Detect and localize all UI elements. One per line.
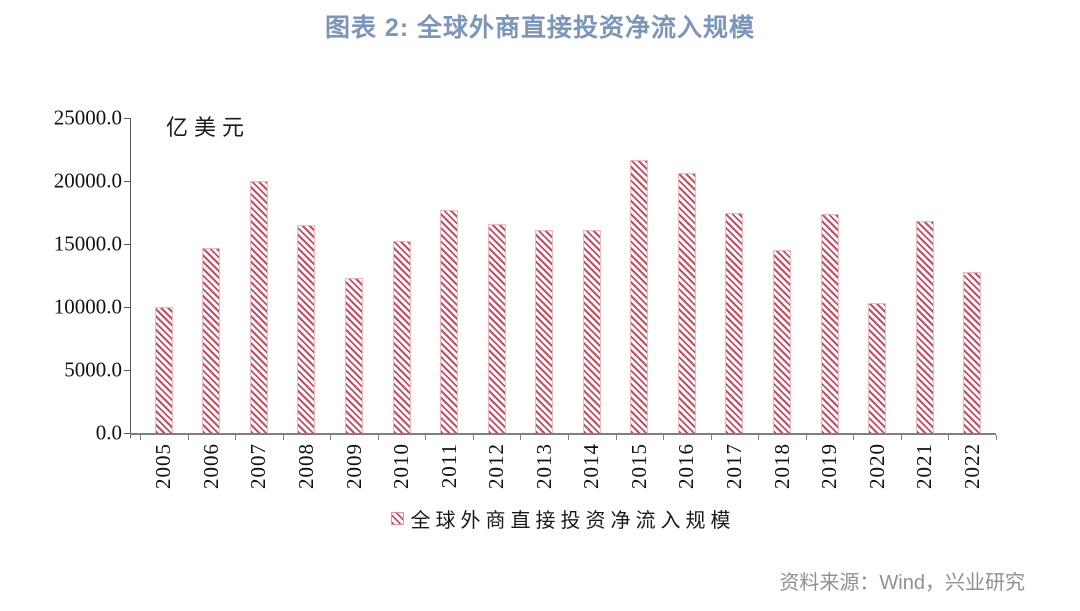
- y-axis-label: 20000.0: [53, 168, 122, 193]
- chart-title: 图表 2: 全球外商直接投资净流入规模: [324, 14, 756, 42]
- x-axis-tick: [758, 435, 760, 440]
- x-axis-label-text: 2022: [959, 443, 984, 489]
- x-axis-label-text: 2014: [579, 443, 604, 489]
- x-axis-label-text: 2005: [151, 443, 176, 489]
- x-axis-label-text: 2008: [293, 443, 318, 489]
- x-axis-label: 2017: [719, 443, 749, 513]
- y-axis-tick: [124, 433, 130, 434]
- x-axis-label-text: 2019: [817, 443, 842, 489]
- x-axis-label: 2008: [291, 443, 321, 513]
- bar-2005: [154, 307, 173, 433]
- y-axis-label: 10000.0: [53, 294, 122, 319]
- y-axis-tick: [124, 118, 130, 119]
- x-axis-tick: [900, 435, 902, 440]
- x-axis-tick: [615, 435, 617, 440]
- x-axis-label: 2009: [339, 443, 369, 513]
- bar-2006: [202, 247, 221, 433]
- x-axis-label: 2016: [672, 443, 702, 513]
- source-note: 资料来源：Wind，兴业研究: [779, 572, 1025, 594]
- y-axis-tick: [124, 307, 130, 308]
- bar-2009: [345, 278, 363, 433]
- bar-2011: [440, 209, 459, 433]
- x-axis-label-text: 2021: [912, 443, 937, 489]
- y-axis-label: 25000.0: [53, 105, 122, 130]
- x-axis-label: 2006: [196, 443, 226, 513]
- x-axis-tick: [805, 435, 807, 440]
- x-axis-tick: [187, 435, 189, 440]
- x-axis-tick: [377, 435, 379, 440]
- x-axis-label-text: 2011: [436, 443, 461, 489]
- x-axis-label: 2022: [957, 443, 987, 513]
- bar-2016: [677, 173, 696, 433]
- y-axis-tick: [124, 370, 130, 371]
- bar-2008: [297, 225, 316, 433]
- x-axis-tick: [472, 435, 474, 440]
- x-axis-label: 2011: [434, 443, 464, 513]
- x-axis-label: 2007: [244, 443, 274, 513]
- legend: 全球外商直接投资净流入规模: [130, 504, 996, 533]
- x-axis-label: 2005: [149, 443, 179, 513]
- bar-2014: [582, 230, 601, 433]
- bar-2022: [963, 271, 982, 433]
- x-axis-label: 2013: [529, 443, 559, 513]
- y-axis-unit-label: 亿美元: [166, 115, 251, 140]
- x-axis-tick: [140, 435, 141, 440]
- x-axis-tick: [948, 435, 950, 440]
- bar-2007: [249, 181, 268, 433]
- x-axis-label-text: 2009: [341, 443, 366, 489]
- x-axis-tick: [330, 435, 332, 440]
- x-axis-tick: [853, 435, 855, 440]
- y-axis-tick: [124, 181, 130, 182]
- x-axis-label-text: 2010: [389, 443, 414, 489]
- x-axis-label-text: 2017: [721, 443, 746, 489]
- x-axis-label: 2015: [624, 443, 654, 513]
- bar-2012: [487, 223, 506, 433]
- x-axis-label: 2020: [862, 443, 892, 513]
- bar-2018: [773, 250, 791, 433]
- bar-2015: [630, 159, 649, 433]
- x-axis-label-text: 2020: [864, 443, 889, 489]
- x-axis-label-text: 2007: [246, 443, 271, 489]
- x-axis-line: [130, 433, 996, 435]
- x-axis-label: 2012: [482, 443, 512, 513]
- y-axis-label: 15000.0: [53, 231, 122, 256]
- x-axis-tick: [235, 435, 237, 440]
- y-axis-tick: [124, 244, 130, 245]
- bar-2019: [820, 213, 839, 433]
- x-axis-label-text: 2012: [484, 443, 509, 489]
- x-axis-tick: [710, 435, 712, 440]
- bar-2021: [915, 221, 934, 433]
- x-axis-label-text: 2006: [198, 443, 223, 489]
- y-axis-label: 5000.0: [64, 357, 122, 382]
- y-axis-label: 0.0: [95, 420, 122, 445]
- bar-2010: [392, 241, 411, 433]
- x-axis-label-text: 2013: [531, 443, 556, 489]
- legend-swatch-hatched-icon: [390, 512, 404, 525]
- bar-2013: [535, 230, 554, 433]
- bar-2017: [725, 212, 744, 433]
- x-axis-label: 2019: [815, 443, 845, 513]
- y-axis-line: [130, 118, 131, 438]
- x-axis-tick: [663, 435, 665, 440]
- x-axis-label-text: 2018: [769, 443, 794, 489]
- x-axis-label: 2018: [767, 443, 797, 513]
- x-axis-label-text: 2015: [626, 443, 651, 489]
- x-axis-tick: [520, 435, 522, 440]
- x-axis-label: 2014: [577, 443, 607, 513]
- x-axis-label: 2021: [910, 443, 940, 513]
- legend-label: 全球外商直接投资净流入规模: [410, 510, 736, 532]
- x-axis-label-text: 2016: [674, 443, 699, 489]
- bar-2020: [868, 303, 887, 433]
- x-axis-tick: [425, 435, 427, 440]
- x-axis-tick: [996, 435, 997, 440]
- x-axis-label: 2010: [387, 443, 417, 513]
- x-axis-tick: [282, 435, 284, 440]
- x-axis-tick: [568, 435, 569, 440]
